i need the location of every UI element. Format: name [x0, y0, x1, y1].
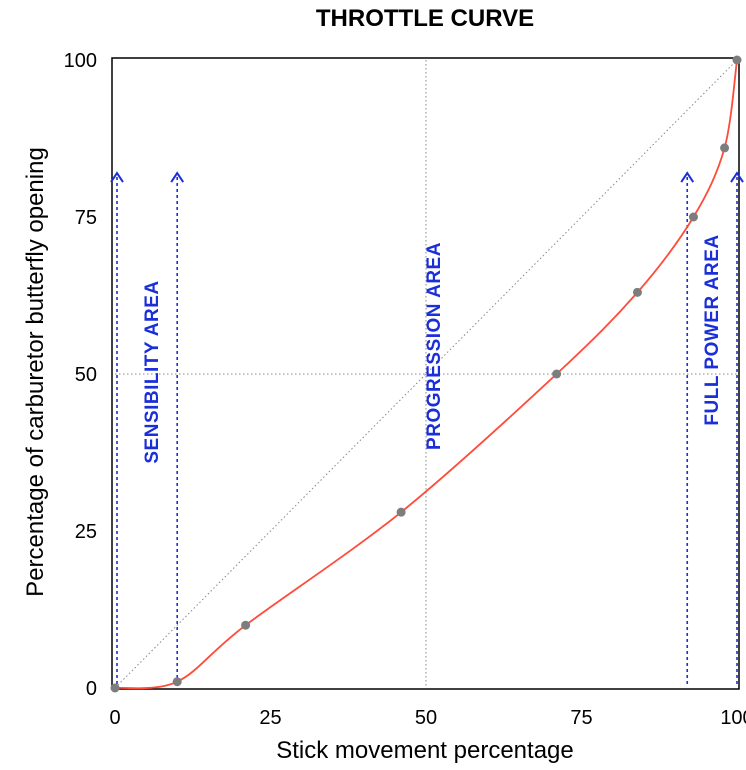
- data-point: [720, 143, 730, 153]
- x-axis-label: Stick movement percentage: [276, 737, 573, 764]
- curve-layer: [114, 59, 738, 690]
- arrow-head: [730, 171, 744, 183]
- data-point: [632, 287, 642, 297]
- y-tick-label: 0: [86, 678, 97, 700]
- arrow-head: [110, 171, 124, 183]
- area-arrows: [110, 171, 744, 684]
- y-tick-label: 50: [75, 364, 97, 386]
- data-point: [552, 369, 562, 379]
- arrow-head: [680, 171, 695, 183]
- annotation-progression-area: PROGRESSION AREA: [424, 242, 445, 450]
- tick-labels: 0 25 50 75 100 0 25 50 75 100: [64, 50, 746, 729]
- data-point: [172, 677, 182, 687]
- grid-layer: [114, 59, 738, 689]
- data-point: [732, 55, 742, 65]
- annotation-full-power-area: FULL POWER AREA: [702, 234, 723, 425]
- x-tick-label: 25: [259, 707, 281, 729]
- plot-frame: [111, 57, 740, 690]
- data-point: [241, 620, 251, 630]
- x-tick-label: 0: [109, 707, 120, 729]
- data-point: [688, 212, 698, 222]
- y-tick-label: 25: [75, 521, 97, 543]
- data-points: [110, 55, 742, 693]
- data-point: [396, 507, 406, 517]
- chart-title: THROTTLE CURVE: [316, 5, 534, 32]
- annotation-sensibility-area: SENSIBILITY AREA: [142, 280, 163, 463]
- x-tick-label: 50: [415, 707, 437, 729]
- linear-reference-line: [114, 59, 738, 689]
- x-tick-label: 75: [570, 707, 592, 729]
- y-tick-label: 75: [75, 207, 97, 229]
- x-tick-label: 100: [720, 707, 746, 729]
- data-point: [110, 683, 120, 693]
- y-axis-label: Percentage of carburetor butterfly openi…: [22, 147, 49, 597]
- y-tick-label: 100: [64, 50, 97, 72]
- throttle-curve-line: [114, 59, 738, 690]
- arrow-head: [170, 171, 185, 183]
